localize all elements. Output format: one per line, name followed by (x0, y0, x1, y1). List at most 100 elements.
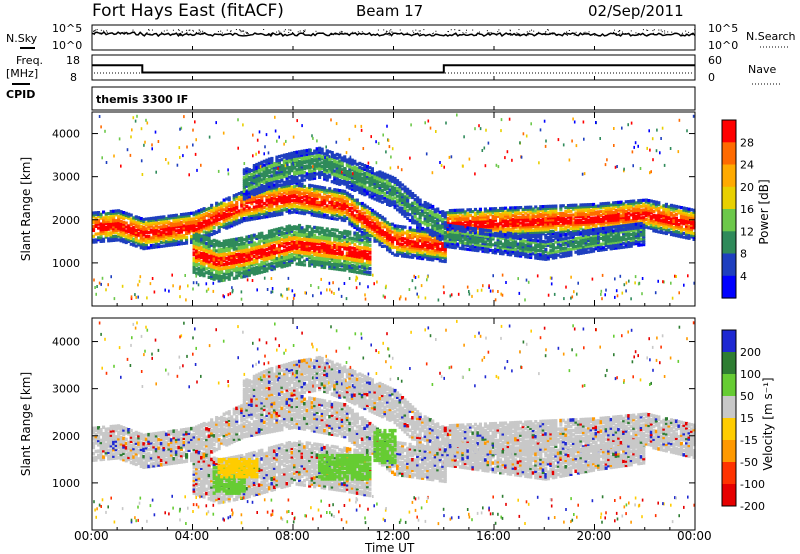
power-cell (300, 230, 304, 234)
power-cell (360, 246, 364, 250)
power-cell (212, 254, 216, 258)
power-cell (205, 243, 209, 248)
power-cell (303, 210, 307, 214)
power-cell (360, 221, 364, 225)
power-cell (458, 220, 462, 224)
noise-search-dot (415, 29, 417, 31)
power-cell (149, 230, 153, 234)
power-cell (313, 174, 317, 178)
power-cell (172, 227, 176, 231)
power-cell (242, 211, 246, 215)
power-cell (300, 228, 304, 232)
power-cell (277, 195, 281, 199)
power-cell (365, 260, 369, 264)
power-cell (270, 162, 274, 166)
power-cell (587, 212, 591, 216)
power-cell (200, 210, 204, 214)
power-cell (318, 257, 322, 261)
power-cell (280, 210, 284, 214)
power-cell (255, 168, 259, 172)
power-cell (187, 223, 191, 227)
power-cell (363, 211, 367, 215)
power-cell (293, 256, 297, 260)
power-cell (471, 223, 475, 227)
power-cell (149, 224, 153, 228)
power-cell (207, 224, 211, 228)
power-cell (609, 203, 613, 207)
power-cell (207, 246, 211, 250)
power-cell (305, 228, 309, 232)
power-cell (514, 210, 518, 214)
power-cell (162, 238, 166, 242)
power-cell (363, 272, 367, 276)
power-cell (511, 233, 515, 237)
power-cell (245, 190, 249, 194)
power-cell (677, 222, 681, 227)
power-cell (272, 209, 276, 214)
power-cell (328, 191, 332, 195)
power-cell (282, 165, 286, 169)
power-cell (604, 213, 608, 217)
power-cell (428, 238, 432, 242)
power-cell (617, 214, 621, 218)
power-cell (240, 202, 244, 206)
power-cell (267, 159, 271, 163)
power-cell (298, 193, 302, 197)
power-cell (443, 254, 447, 258)
power-cell (252, 195, 256, 200)
power-cell (664, 231, 668, 236)
power-cell (473, 223, 477, 227)
power-cell (172, 214, 176, 218)
noise-search-dot (664, 30, 666, 32)
power-cell (335, 261, 339, 265)
power-cell (549, 206, 553, 210)
power-cell (237, 242, 241, 247)
power-cell (210, 267, 214, 271)
power-cell (242, 209, 246, 213)
power-cell (594, 210, 598, 214)
power-cell (328, 200, 332, 204)
power-cell (303, 190, 307, 194)
noise-search-dot (671, 31, 673, 33)
power-cell (207, 226, 211, 230)
power-cell (330, 265, 334, 269)
power-cell (275, 161, 279, 165)
power-cell (328, 235, 332, 239)
power-cell (466, 208, 470, 212)
power-cell (350, 216, 354, 220)
power-cell (275, 205, 279, 209)
power-cell (355, 231, 359, 236)
power-cell (531, 232, 535, 236)
power-cell (607, 203, 611, 207)
power-cell (604, 215, 608, 219)
power-cell (365, 211, 369, 215)
power-cell (179, 213, 183, 217)
power-cell (350, 250, 354, 254)
power-cell (149, 244, 153, 248)
power-cell (363, 228, 367, 232)
power-cell (654, 225, 658, 229)
power-cell (177, 234, 181, 238)
power-cell (677, 205, 681, 209)
power-cell (300, 159, 304, 163)
power-cell (260, 178, 264, 182)
power-cell (614, 220, 618, 224)
power-cell (262, 258, 266, 262)
noise-search-dot (402, 33, 404, 35)
power-cell (318, 206, 322, 211)
noise-left-label: N.Sky (6, 32, 38, 45)
power-cell (561, 217, 565, 221)
power-cell (391, 230, 395, 234)
noise-search-dot (303, 32, 305, 34)
power-cell (574, 207, 578, 211)
noise-search-dot (278, 32, 280, 34)
power-cell (293, 227, 297, 231)
power-cell (257, 163, 261, 167)
power-cell (383, 240, 387, 244)
power-cell (396, 226, 400, 230)
power-cell (225, 214, 229, 218)
power-cell (323, 188, 327, 192)
power-cell (363, 237, 367, 241)
power-cell (195, 210, 199, 214)
power-cell (365, 264, 369, 268)
